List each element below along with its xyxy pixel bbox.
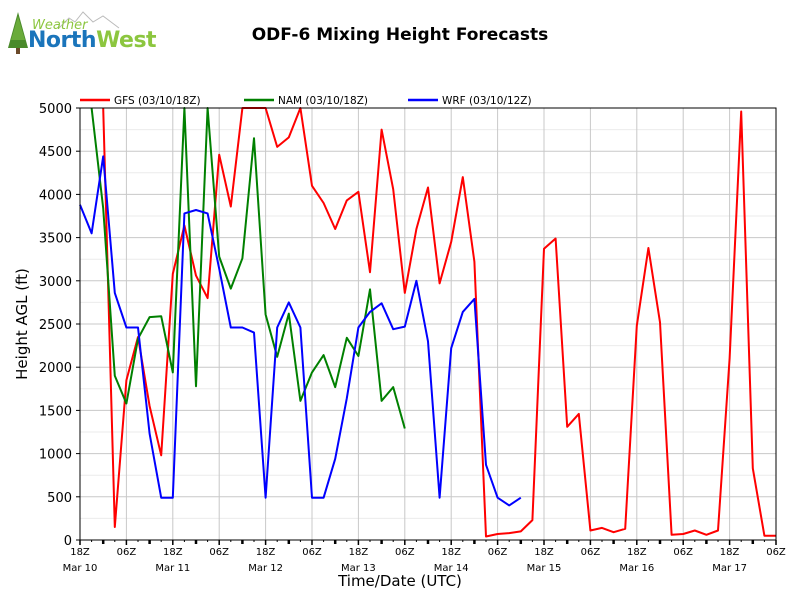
x-tick-label: 06Z	[673, 547, 693, 558]
chart-title: ODF-6 Mixing Height Forecasts	[251, 25, 549, 45]
x-tick-label: 06Z	[117, 547, 137, 558]
y-tick-label: 4000	[39, 188, 72, 203]
date-label: Mar 15	[527, 563, 562, 574]
date-label: Mar 12	[248, 563, 283, 574]
y-tick-label: 3000	[39, 275, 72, 290]
x-tick-label: 18Z	[349, 547, 369, 558]
y-tick-label: 2000	[39, 361, 72, 376]
x-tick-label: 06Z	[766, 547, 786, 558]
x-tick-label: 18Z	[256, 547, 276, 558]
y-tick-label: 0	[64, 534, 72, 549]
date-label: Mar 11	[155, 563, 190, 574]
x-tick-label: 06Z	[209, 547, 229, 558]
x-tick-label: 06Z	[395, 547, 415, 558]
y-tick-label: 500	[47, 491, 72, 506]
y-axis-label: Height AGL (ft)	[13, 268, 31, 380]
mountain-icon	[59, 11, 120, 29]
x-tick-label: 18Z	[441, 547, 461, 558]
date-label: Mar 13	[341, 563, 376, 574]
logo-text-northwest: NorthWest	[28, 28, 157, 53]
y-tick-label: 3500	[39, 232, 72, 247]
legend-entry: GFS (03/10/18Z)	[114, 95, 201, 107]
ticks: 0 500 1000 1500 2000 2500 3000 3500 4000 4500 5000…	[39, 102, 786, 574]
x-tick-label: 18Z	[70, 547, 90, 558]
x-tick-label: 06Z	[581, 547, 601, 558]
x-tick-label: 18Z	[534, 547, 554, 558]
weathernorthwest-logo: Weather NorthWest	[4, 6, 157, 58]
series-lines	[79, 107, 776, 538]
x-axis-label: Time/Date (UTC)	[337, 572, 462, 590]
y-tick-label: 1500	[39, 404, 72, 419]
y-tick-label: 2500	[39, 318, 72, 333]
x-tick-label: 06Z	[302, 547, 322, 558]
y-tick-label: 1000	[39, 448, 72, 463]
tree-icon	[8, 12, 28, 54]
series-line-wrf	[79, 155, 522, 507]
date-label: Mar 16	[619, 563, 654, 574]
x-tick-label: 18Z	[627, 547, 647, 558]
date-label: Mar 10	[63, 563, 98, 574]
y-tick-label: 5000	[39, 102, 72, 117]
date-label: Mar 17	[712, 563, 747, 574]
legend-entry: WRF (03/10/12Z)	[442, 95, 532, 107]
grid-lines	[79, 107, 777, 541]
x-tick-label: 18Z	[163, 547, 183, 558]
y-tick-label: 4500	[39, 145, 72, 160]
logo-text-weather: Weather	[32, 18, 88, 33]
x-tick-label: 06Z	[488, 547, 508, 558]
legend-entry: NAM (03/10/18Z)	[278, 95, 368, 107]
legend: GFS (03/10/18Z) NAM (03/10/18Z) WRF (03/10…	[80, 95, 532, 107]
series-line-nam	[90, 107, 406, 429]
x-tick-label: 18Z	[720, 547, 740, 558]
date-label: Mar 14	[434, 563, 469, 574]
